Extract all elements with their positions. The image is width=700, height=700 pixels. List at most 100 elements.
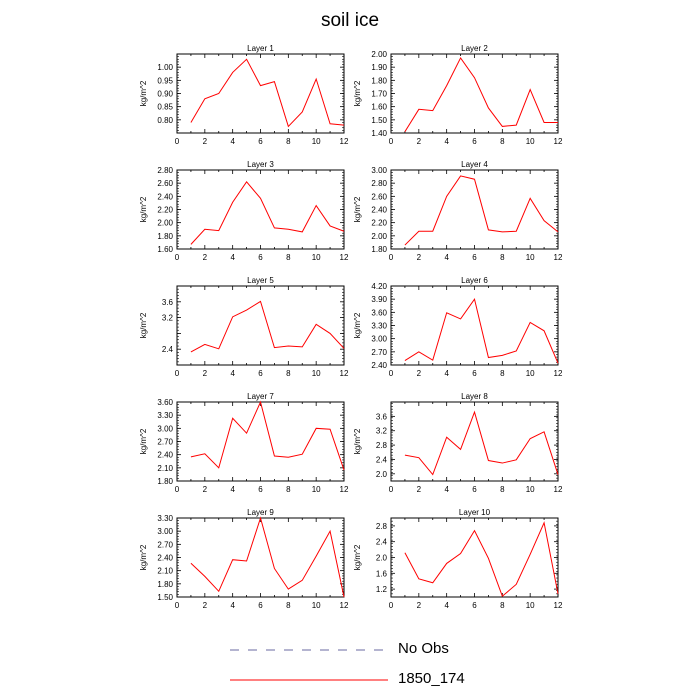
y-tick-label: 2.4 [162,345,174,354]
y-tick-label: 1.80 [157,477,173,486]
x-tick-label: 4 [230,601,235,610]
x-tick-label: 8 [286,485,291,494]
x-tick-label: 6 [472,601,477,610]
x-tick-label: 4 [444,601,449,610]
y-tick-label: 2.70 [157,438,173,447]
x-tick-label: 8 [286,601,291,610]
y-tick-label: 2.0 [376,554,388,563]
x-tick-label: 2 [203,253,208,262]
x-tick-label: 4 [230,137,235,146]
x-tick-label: 6 [258,601,263,610]
x-tick-label: 8 [500,485,505,494]
y-tick-label: 3.00 [157,424,173,433]
x-tick-label: 0 [389,137,394,146]
series-line-1850-174 [404,175,559,246]
y-axis-label: kg/m^2 [353,428,362,454]
y-tick-label: 1.2 [376,585,388,594]
plot-frame [390,169,559,250]
x-tick-label: 12 [554,601,563,610]
x-tick-label: 10 [526,137,535,146]
panel-layer-4: Layer 4 kg/m^2 0 2 4 6 8 10 12 1.80 2.00 2.20 2.40 2.… [353,160,563,262]
y-tick-label: 0.95 [157,76,173,85]
y-tick-label: 0.90 [157,90,173,99]
x-tick-label: 10 [312,601,321,610]
x-tick-label: 0 [175,485,180,494]
y-tick-label: 1.40 [371,129,387,138]
x-tick-label: 10 [526,253,535,262]
x-tick-label: 10 [526,369,535,378]
x-tick-label: 12 [340,485,349,494]
x-tick-label: 2 [417,369,422,378]
x-tick-label: 2 [417,601,422,610]
panel-title: Layer 4 [461,160,488,169]
y-axis-label: kg/m^2 [353,196,362,222]
x-tick-label: 12 [340,601,349,610]
y-tick-label: 2.40 [157,451,173,460]
y-tick-label: 3.00 [371,335,387,344]
x-tick-label: 2 [417,485,422,494]
y-tick-label: 2.60 [371,192,387,201]
x-tick-label: 0 [175,137,180,146]
panel-title: Layer 2 [461,44,488,53]
panel-layer-9: Layer 9 kg/m^2 0 2 4 6 8 10 12 1.50 1.80 2.10 2.40 2.… [139,508,349,610]
x-tick-label: 12 [554,369,563,378]
y-tick-label: 1.00 [157,63,173,72]
y-tick-label: 0.80 [157,116,173,125]
plot-frame [176,401,345,482]
y-tick-label: 3.6 [162,298,174,307]
y-tick-label: 2.70 [371,348,387,357]
series-line-1850-174 [190,300,345,353]
panel-title: Layer 10 [459,508,491,517]
x-tick-label: 12 [340,369,349,378]
y-tick-label: 1.80 [371,245,387,254]
x-tick-label: 0 [175,601,180,610]
y-axis-label: kg/m^2 [139,196,148,222]
x-tick-label: 6 [472,253,477,262]
y-tick-label: 0.85 [157,103,173,112]
panel-title: Layer 6 [461,276,488,285]
y-tick-label: 1.80 [157,232,173,241]
x-tick-label: 6 [258,253,263,262]
y-axis-label: kg/m^2 [353,80,362,106]
y-axis-label: kg/m^2 [139,312,148,338]
series-line-1850-174 [190,516,345,598]
x-tick-label: 0 [389,253,394,262]
x-tick-label: 8 [286,253,291,262]
y-tick-label: 2.4 [376,455,388,464]
x-tick-label: 6 [472,137,477,146]
y-axis-label: kg/m^2 [139,80,148,106]
x-tick-label: 4 [444,137,449,146]
y-tick-label: 1.80 [371,76,387,85]
x-tick-label: 0 [389,601,394,610]
x-tick-label: 6 [472,369,477,378]
series-line-1850-174 [190,400,345,471]
y-tick-label: 2.60 [157,179,173,188]
panel-layer-8: Layer 8 kg/m^2 0 2 4 6 8 10 12 2.0 2.4 2.8 3.2 3.6 [353,392,563,494]
x-tick-label: 4 [444,253,449,262]
y-tick-label: 3.30 [157,514,173,523]
y-tick-label: 1.50 [371,116,387,125]
panel-title: Layer 8 [461,392,488,401]
y-tick-label: 1.60 [157,245,173,254]
x-tick-label: 8 [500,369,505,378]
panel-layer-6: Layer 6 kg/m^2 0 2 4 6 8 10 12 2.40 2.70 3.00 3.30 3.… [353,276,563,378]
x-tick-label: 10 [312,485,321,494]
y-tick-label: 2.40 [371,206,387,215]
y-tick-label: 3.60 [371,308,387,317]
y-tick-label: 2.70 [157,540,173,549]
x-tick-label: 6 [258,485,263,494]
x-tick-label: 12 [554,485,563,494]
panel-layer-1: Layer 1 kg/m^2 0 2 4 6 8 10 12 0.80 0.85 0.90 0.95 1.… [139,44,349,146]
panel-layer-2: Layer 2 kg/m^2 0 2 4 6 8 10 12 1.40 1.50 1.60 1.70 1.… [353,44,563,146]
x-tick-label: 2 [417,253,422,262]
y-tick-label: 3.00 [157,527,173,536]
y-tick-label: 3.30 [371,322,387,331]
panel-title: Layer 3 [247,160,274,169]
panel-title: Layer 9 [247,508,274,517]
series-line-1850-174 [190,181,345,245]
x-tick-label: 8 [286,369,291,378]
panel-title: Layer 7 [247,392,274,401]
x-tick-label: 8 [500,253,505,262]
y-tick-label: 2.8 [376,522,388,531]
y-tick-label: 3.30 [157,411,173,420]
